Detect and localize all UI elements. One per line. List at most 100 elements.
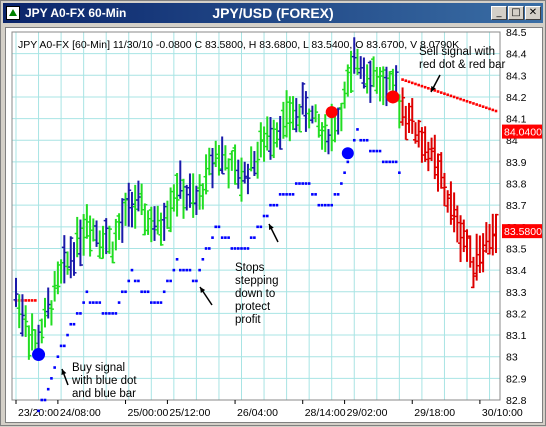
price-bar — [406, 102, 412, 134]
x-tick-label: 30/10:00 — [482, 407, 523, 419]
minimize-button[interactable]: _ — [491, 6, 507, 20]
stop-dot — [24, 299, 27, 302]
price-bar — [222, 145, 228, 171]
price-bar — [425, 141, 431, 172]
price-bar — [61, 235, 67, 284]
price-bar — [13, 277, 19, 307]
maximize-button[interactable]: □ — [508, 6, 524, 20]
y-tick-label: 84 — [506, 135, 518, 147]
price-bar — [351, 37, 357, 74]
price-bar — [232, 144, 238, 185]
price-bar — [139, 183, 145, 216]
price-bar — [458, 215, 464, 263]
price-bar — [290, 96, 296, 131]
y-tick-label: 83.5 — [506, 243, 527, 255]
stop-dot — [253, 236, 256, 239]
stop-dot — [330, 203, 334, 207]
stop-dot — [294, 182, 298, 185]
stop-dot — [485, 106, 488, 110]
price-bar — [296, 103, 302, 133]
price-bar — [94, 220, 100, 247]
annotation-line: Sell signal with — [419, 46, 495, 58]
x-tick-label: 28/14:00 — [305, 407, 346, 419]
price-bar — [429, 137, 435, 162]
price-bar — [277, 115, 283, 150]
stop-dot — [262, 214, 266, 218]
stop-dot — [124, 290, 127, 294]
stop-dot — [130, 268, 134, 272]
stop-dot — [108, 312, 111, 315]
stop-dot — [198, 268, 201, 272]
stop-dot — [85, 290, 89, 294]
price-bar — [65, 251, 71, 275]
price-bar — [123, 192, 129, 226]
price-bar — [45, 287, 51, 319]
price-bar — [245, 163, 251, 195]
price-bar — [322, 114, 328, 153]
stop-dot — [201, 257, 205, 261]
stop-dot — [182, 268, 185, 272]
price-bar — [371, 56, 377, 88]
stop-dot — [352, 138, 356, 142]
price-bar — [461, 219, 467, 253]
price-bar — [19, 294, 25, 337]
stop-dot — [95, 301, 98, 304]
stop-dot — [410, 81, 414, 85]
stop-dot — [66, 333, 69, 337]
price-bar — [435, 153, 441, 192]
price-bar — [342, 81, 348, 109]
price-bar — [454, 205, 460, 243]
stop-dot — [101, 312, 105, 315]
price-bar — [303, 91, 309, 132]
stop-dot — [227, 236, 230, 239]
stop-dot — [427, 86, 430, 90]
stop-dot — [311, 193, 314, 196]
price-bar — [226, 158, 232, 189]
price-bar — [313, 104, 319, 123]
price-bar — [184, 184, 190, 211]
stop-dot — [214, 225, 218, 229]
stop-dot — [439, 91, 443, 94]
stop-dot — [301, 182, 305, 185]
price-bar — [300, 82, 306, 115]
stop-dot — [249, 236, 253, 239]
close-icon: ✕ — [528, 7, 538, 18]
price-bar — [422, 126, 428, 162]
x-tick-label: 29/18:00 — [414, 407, 455, 419]
price-bar — [190, 173, 196, 218]
price-label-box — [502, 224, 542, 239]
close-button[interactable]: ✕ — [525, 6, 541, 20]
grid — [12, 31, 500, 401]
stop-dot — [207, 247, 211, 250]
price-bar — [242, 161, 248, 184]
stop-dot — [417, 83, 420, 87]
price-bar — [267, 116, 273, 160]
price-bar — [251, 151, 257, 177]
stop-dot — [259, 225, 263, 229]
price-bar — [293, 98, 299, 133]
price-bar — [490, 213, 496, 256]
stop-dot — [423, 85, 427, 89]
annotation-line: red dot & red bar — [419, 59, 505, 71]
stop-dot — [336, 193, 340, 196]
app-icon[interactable] — [6, 6, 20, 20]
stop-dot — [333, 193, 337, 196]
stop-dot — [75, 312, 79, 315]
annotation-line: profit — [235, 314, 261, 326]
info-line: JPY A0-FX [60-Min] 11/30/10 -0.0800 C 83… — [18, 39, 459, 51]
stop-dot — [114, 312, 118, 315]
stop-dot — [388, 160, 391, 164]
title-bar[interactable]: JPY A0-FX 60-Min JPY/USD (FOREX) _ □ ✕ — [3, 3, 543, 23]
price-bar — [338, 102, 344, 132]
stop-dot — [188, 268, 192, 272]
price-bar — [181, 178, 187, 219]
stop-dot — [50, 377, 53, 380]
price-bar — [203, 154, 209, 195]
stop-dot — [443, 92, 446, 95]
stop-dot — [88, 301, 92, 304]
price-bar — [309, 105, 315, 124]
price-bar — [200, 183, 206, 210]
price-bar — [325, 129, 331, 155]
